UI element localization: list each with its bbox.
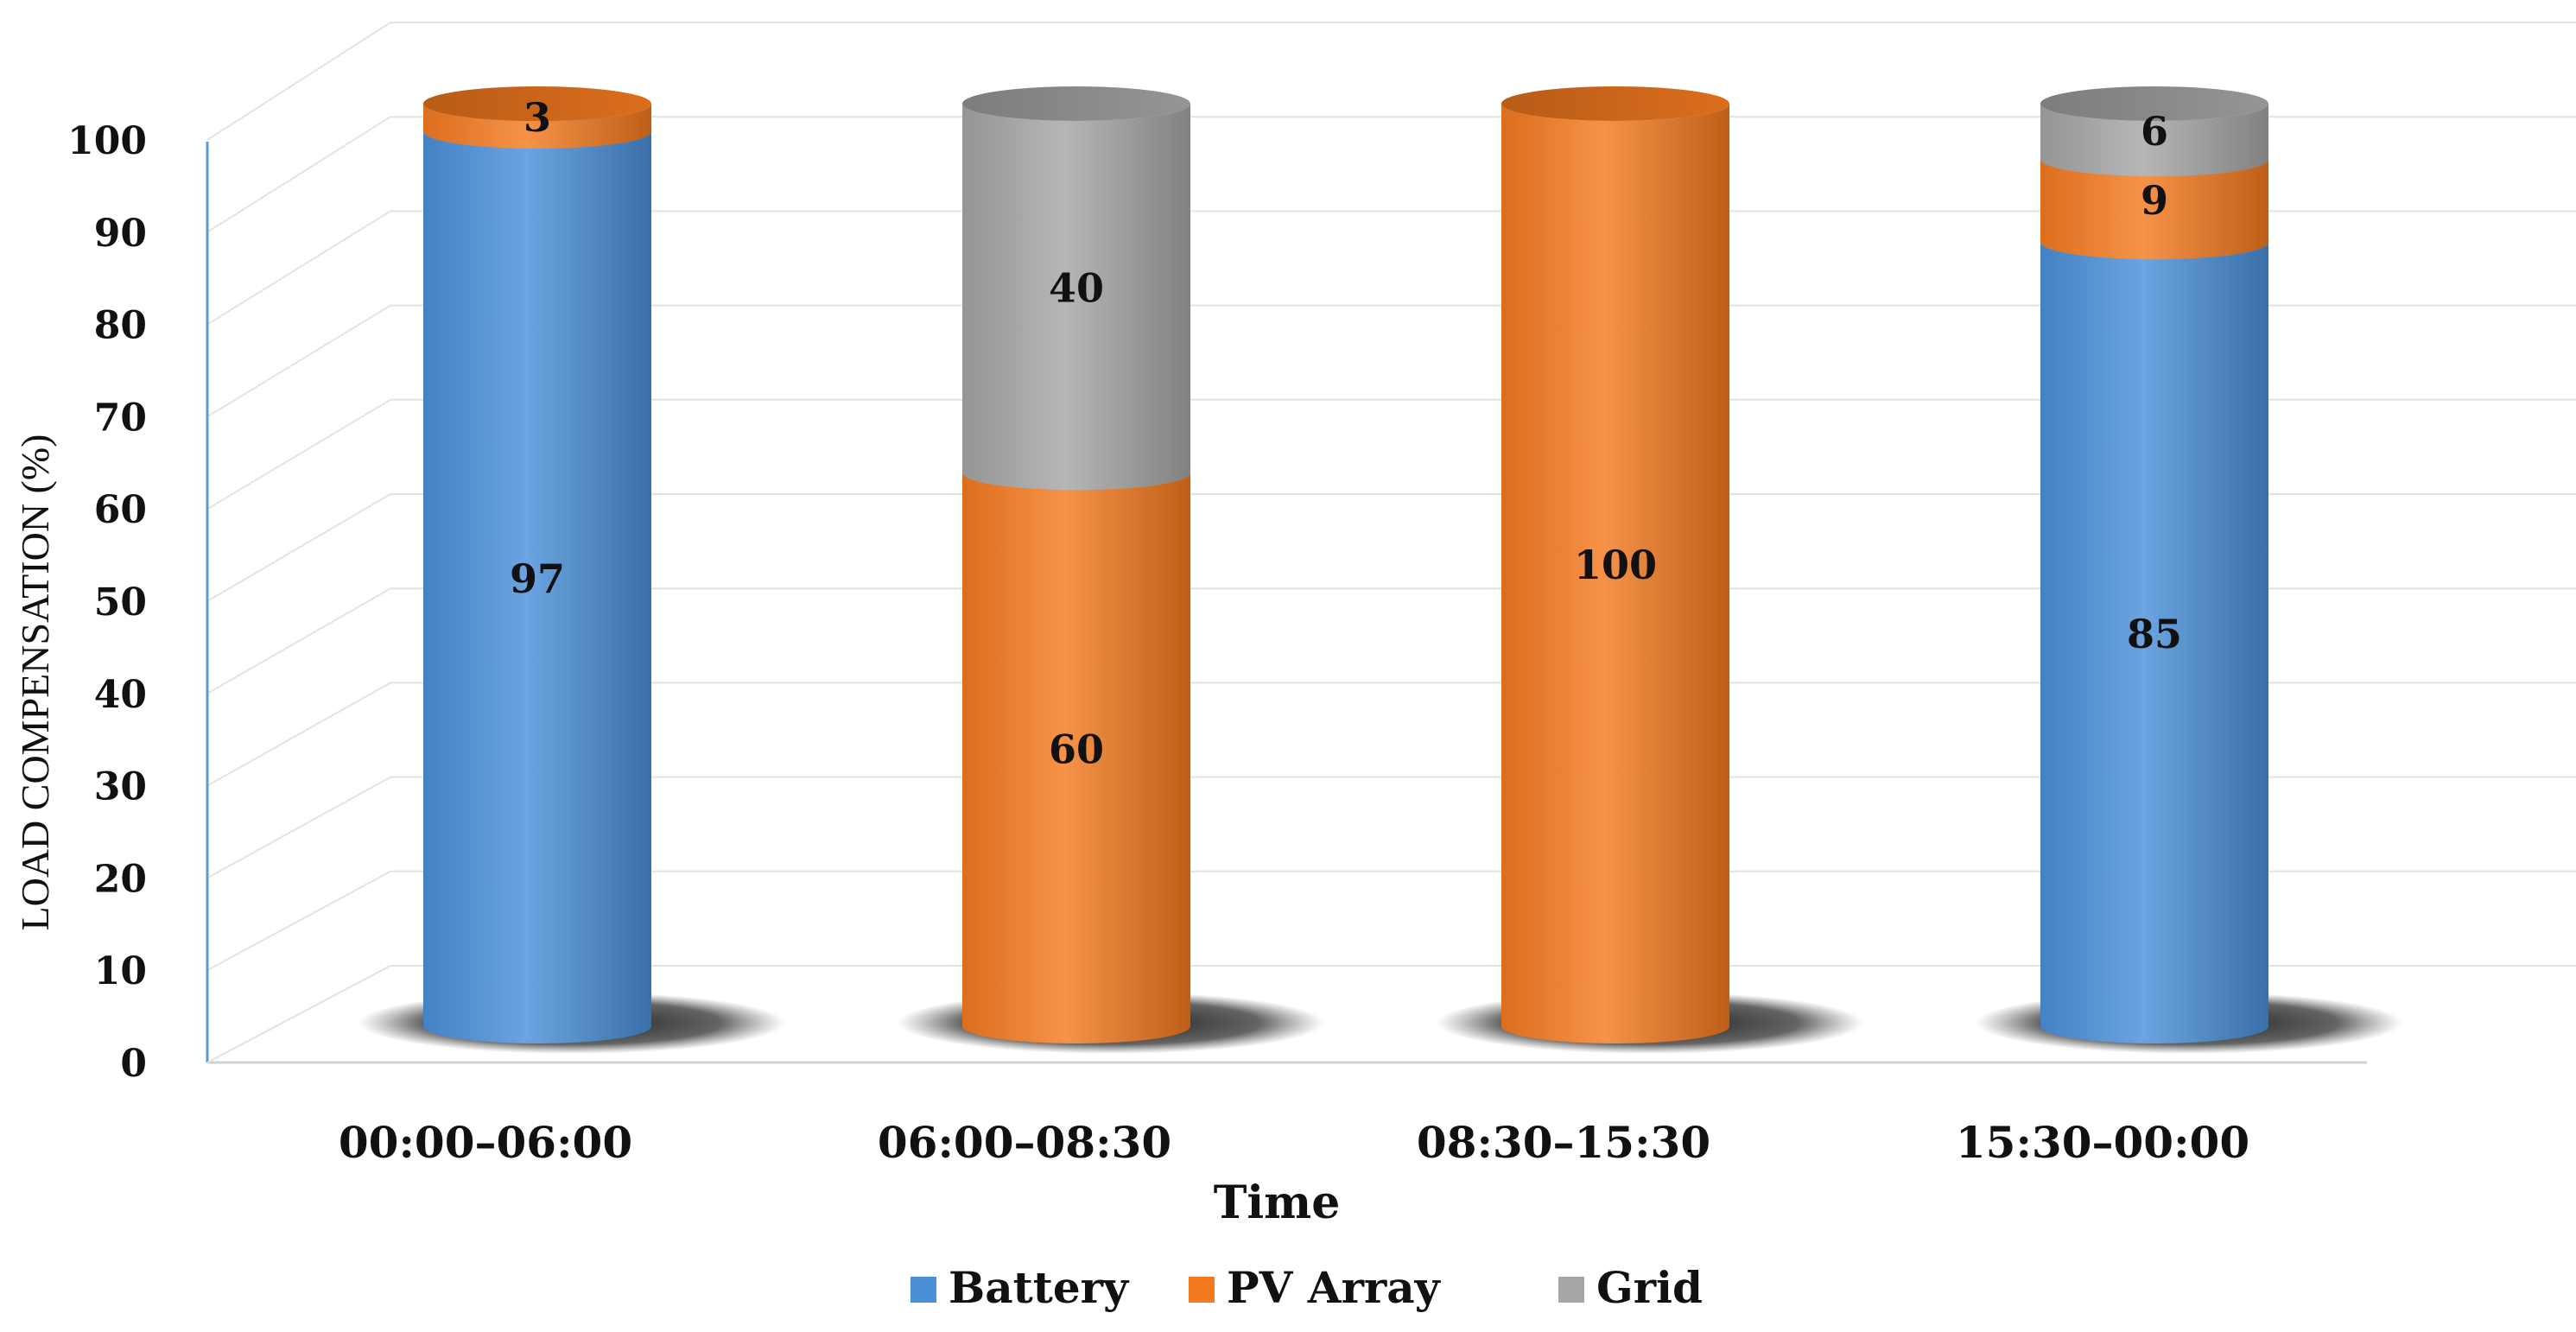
gridline-side xyxy=(206,870,391,972)
bars xyxy=(358,86,2402,1054)
bar-body xyxy=(423,131,651,1043)
bar-cap xyxy=(962,86,1190,121)
bar-cap xyxy=(1501,86,1729,121)
y-tick-label: 90 xyxy=(94,212,147,256)
x-tick-label: 00:00–06:00 xyxy=(339,1117,632,1168)
bar-body xyxy=(2040,104,2268,177)
bar-cap xyxy=(2040,86,2268,121)
gridline-side xyxy=(206,210,391,326)
x-tick-label: 06:00–08:30 xyxy=(878,1117,1171,1168)
gridline-side xyxy=(206,493,391,602)
data-label: 9 xyxy=(2141,177,2168,224)
y-tick-label: 100 xyxy=(67,119,147,163)
labels: 97 3 00:00–06:00 60 40 06:00–08:30 100 08:30–15… xyxy=(339,94,2249,1168)
bar-segment-pv-array xyxy=(423,86,651,149)
axes: 0 10 20 30 40 50 60 70 80 90 100 xyxy=(67,119,2367,1086)
x-tick-label: 08:30–15:30 xyxy=(1417,1117,1710,1168)
y-tick-label: 10 xyxy=(94,949,147,993)
bar-body xyxy=(2040,242,2268,1043)
legend-label: PV Array xyxy=(1227,1262,1442,1313)
y-axis-title: LOAD COMPENSATION (%) xyxy=(13,434,57,931)
legend-swatch xyxy=(1558,1277,1584,1303)
y-tick-label: 20 xyxy=(94,857,147,901)
legend-swatch xyxy=(910,1277,936,1303)
floor-edge xyxy=(206,965,391,1063)
data-label: 3 xyxy=(523,94,551,141)
bar-cap xyxy=(423,86,651,121)
legend-label: Battery xyxy=(949,1262,1130,1313)
bar-body xyxy=(962,104,1190,491)
y-tick-label: 40 xyxy=(94,673,147,717)
data-label: 100 xyxy=(1574,542,1657,588)
gridline-side xyxy=(206,682,391,787)
legend-item-pv-array: PV Array xyxy=(1189,1262,1442,1313)
data-label: 97 xyxy=(510,555,565,602)
x-tick-label: 15:30–00:00 xyxy=(1956,1117,2249,1168)
y-tick-label: 70 xyxy=(94,396,147,440)
legend: Battery PV Array Grid xyxy=(910,1262,1703,1313)
bar-segment-grid xyxy=(2040,86,2268,177)
legend-item-grid: Grid xyxy=(1558,1262,1703,1313)
data-label: 60 xyxy=(1049,726,1104,773)
gridline-side xyxy=(206,587,391,695)
legend-swatch xyxy=(1189,1277,1215,1303)
y-tick-label: 80 xyxy=(94,304,147,348)
gridline-side xyxy=(206,398,391,511)
bar-body xyxy=(2040,159,2268,260)
bar-segment-pv-array xyxy=(1501,86,1729,1043)
y-tick-label: 30 xyxy=(94,765,147,809)
bar-segment-grid xyxy=(962,86,1190,491)
data-label: 85 xyxy=(2127,611,2182,657)
data-label: 40 xyxy=(1049,265,1104,312)
bar-body xyxy=(423,104,651,149)
bar-body xyxy=(962,473,1190,1043)
data-label: 6 xyxy=(2141,108,2168,155)
y-tick-label: 50 xyxy=(94,580,147,625)
gridline-side xyxy=(206,22,391,141)
x-axis-title: Time xyxy=(1214,1177,1341,1229)
legend-item-battery: Battery xyxy=(910,1262,1130,1313)
legend-label: Grid xyxy=(1596,1262,1703,1313)
gridline-side xyxy=(206,116,391,233)
gridline-side xyxy=(206,304,391,418)
bar-body xyxy=(1501,104,1729,1043)
y-tick-label: 60 xyxy=(94,488,147,532)
gridline-side xyxy=(206,776,391,879)
y-tick-label: 0 xyxy=(120,1042,147,1086)
